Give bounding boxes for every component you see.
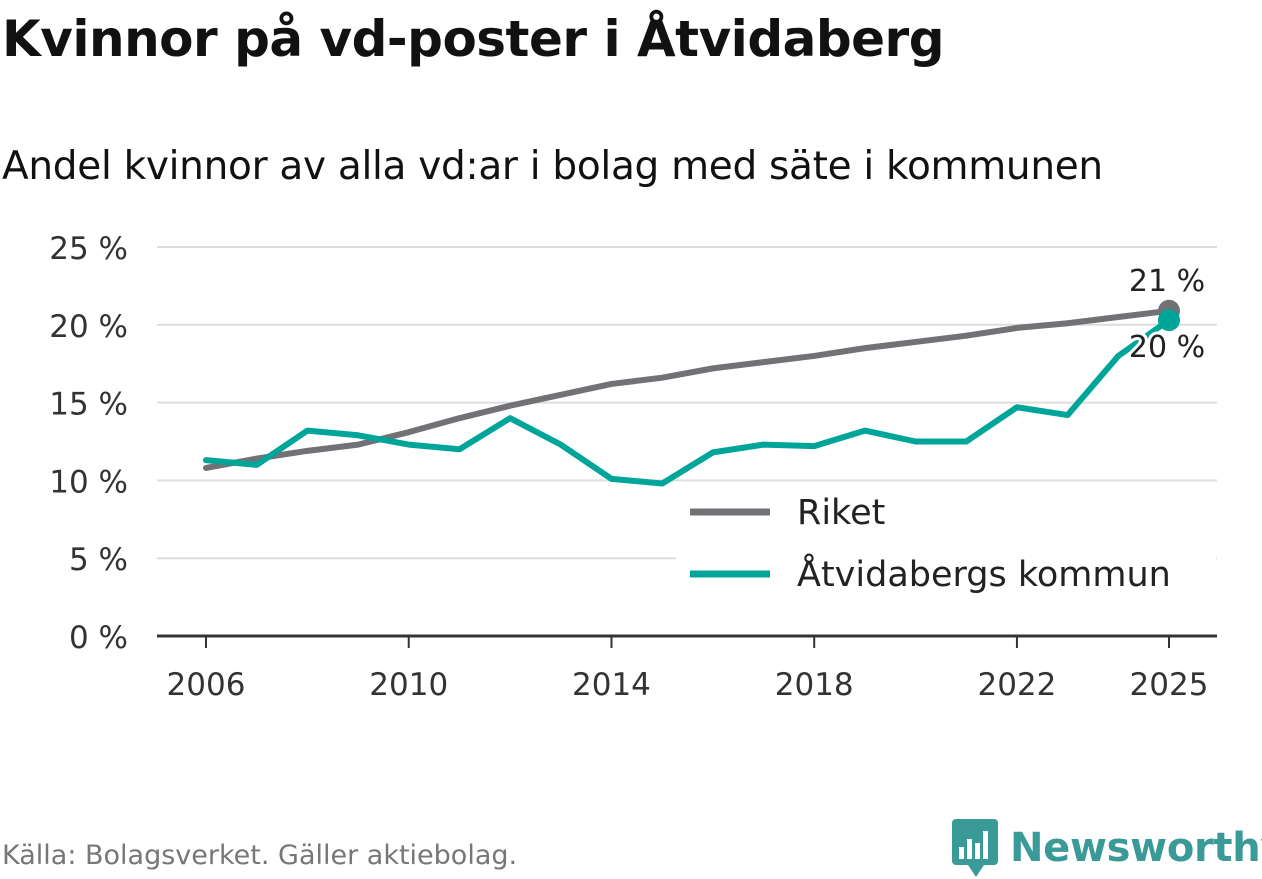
brand-name: Newsworthy [1010, 825, 1262, 871]
legend-background [676, 482, 1216, 610]
line-chart: 0 %5 %10 %15 %20 %25 % 2006 2010 2014 2018 2… [49, 231, 1217, 703]
y-tick-label: 20 % [49, 309, 128, 345]
x-tick-label: 2018 [775, 667, 854, 703]
x-tick-label: 2025 [1130, 667, 1209, 703]
x-tick-label: 2022 [977, 667, 1056, 703]
chart-subtitle: Andel kvinnor av alla vd:ar i bolag med … [2, 144, 1103, 189]
x-axis: 2006 2010 2014 2018 2022 2025 [157, 634, 1217, 703]
source-note: Källa: Bolagsverket. Gäller aktiebolag. [2, 840, 518, 871]
end-labels: 21 % 20 % [1126, 264, 1208, 368]
chart-title: Kvinnor på vd-poster i Åtvidaberg [2, 10, 945, 68]
legend: Riket Åtvidabergs kommun [676, 482, 1216, 610]
brand-logo: Newsworthy [950, 818, 1262, 878]
y-tick-label: 5 % [69, 542, 128, 578]
end-point-kommun [1158, 309, 1180, 332]
y-tick-label: 25 % [49, 231, 128, 267]
y-axis: 0 % 5 % 10 % 15 % 20 % 25 % [49, 231, 128, 656]
y-tick-label: 15 % [49, 387, 128, 423]
series-line-kommun [203, 317, 1172, 487]
series-line-riket [203, 307, 1172, 471]
y-tick-label: 10 % [49, 464, 128, 500]
x-tick-label: 2006 [167, 667, 246, 703]
x-tick-label: 2014 [572, 667, 651, 703]
legend-label-riket: Riket [797, 493, 885, 533]
legend-label-kommun: Åtvidabergs kommun [797, 552, 1171, 595]
x-tick-label: 2010 [369, 667, 448, 703]
y-tick-label: 0 % [69, 620, 128, 656]
end-label-kommun: 20 % [1129, 330, 1205, 365]
end-label-riket: 21 % [1129, 264, 1205, 299]
newsworthy-logo-icon [952, 819, 998, 877]
series-lines [203, 299, 1180, 487]
